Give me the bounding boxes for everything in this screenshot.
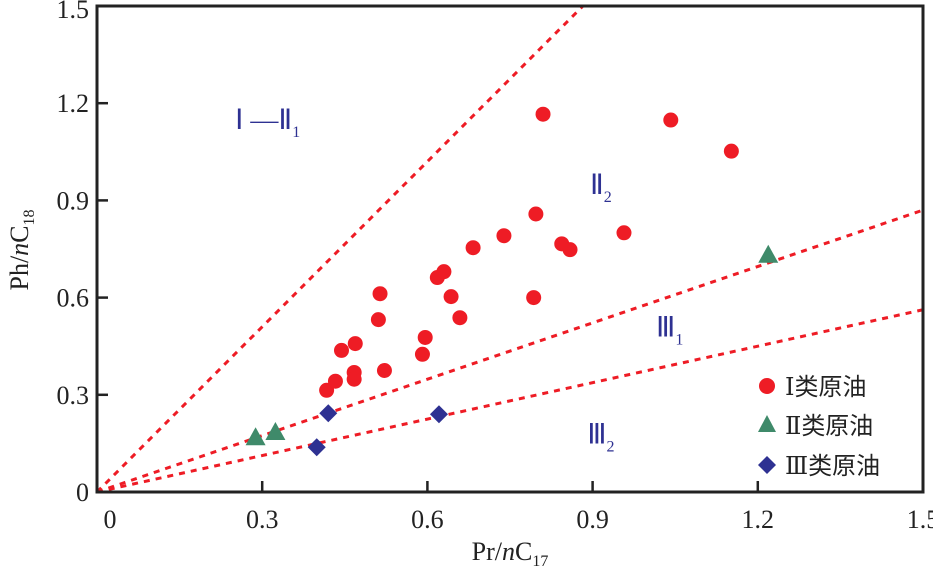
legend-label-class-II: Ⅱ类原油	[785, 412, 873, 440]
region-I-II1-label: Ⅰ —Ⅱ1	[235, 105, 300, 141]
x-tick-label: 0	[104, 505, 117, 534]
data-point-class-I	[535, 106, 551, 122]
data-point-class-I	[436, 264, 452, 280]
region-labels: Ⅰ —Ⅱ1 Ⅱ2 Ⅲ1 Ⅲ2	[235, 105, 683, 455]
data-point-class-I	[663, 112, 679, 128]
y-tick-label: 1.2	[57, 89, 90, 118]
legend-marker-class-I	[759, 378, 775, 394]
x-tick-label: 0.6	[411, 505, 444, 534]
region-II2-label: Ⅱ2	[590, 170, 612, 206]
data-point-class-II	[245, 427, 266, 446]
y-tick-label: 0.6	[57, 284, 90, 313]
data-point-class-I	[465, 240, 481, 256]
x-axis-title: Pr/nC17	[472, 537, 549, 570]
y-tick-label: 0.3	[57, 381, 90, 410]
reference-line-boundary-I-II1	[97, 6, 586, 492]
y-tick-label: 0.9	[57, 186, 90, 215]
x-axis: 0 0.3 0.6 0.9 1.2 1.5	[104, 481, 933, 534]
reference-line-boundary-II2-III1	[97, 208, 923, 492]
data-point-class-I	[347, 336, 363, 352]
data-point-class-I	[417, 329, 433, 345]
x-tick-label: 1.2	[742, 505, 775, 534]
x-tick-label: 1.5	[907, 505, 933, 534]
data-points	[245, 106, 779, 457]
data-point-class-I	[526, 290, 542, 306]
legend: Ⅰ类原油 Ⅱ类原油 Ⅲ类原油	[758, 373, 880, 480]
x-tick-label: 0.9	[576, 505, 609, 534]
legend-label-class-III: Ⅲ类原油	[785, 452, 880, 480]
data-point-class-II	[265, 422, 286, 441]
legend-label-class-I: Ⅰ类原油	[785, 373, 866, 401]
data-point-class-I	[346, 371, 362, 387]
y-axis: 0 0.3 0.6 0.9 1.2 1.5	[57, 0, 108, 507]
data-point-class-I	[496, 228, 512, 244]
data-point-class-I	[616, 225, 632, 241]
region-III2-label: Ⅲ2	[587, 419, 614, 455]
data-point-class-I	[452, 310, 468, 326]
data-point-class-III	[307, 438, 326, 457]
data-point-class-I	[414, 346, 430, 362]
y-tick-label: 1.5	[57, 0, 90, 24]
data-point-class-I	[528, 206, 544, 222]
x-tick-label: 0.3	[246, 505, 279, 534]
plot-frame	[95, 4, 925, 494]
data-point-class-I	[562, 242, 578, 258]
region-III1-label: Ⅲ1	[656, 312, 683, 348]
data-point-class-I	[372, 286, 388, 302]
legend-marker-class-II	[758, 415, 776, 432]
data-point-class-III	[429, 405, 448, 424]
data-point-class-I	[370, 312, 386, 328]
reference-lines	[97, 6, 923, 492]
reference-line-boundary-III1-III2	[97, 308, 923, 492]
legend-marker-class-III	[758, 456, 776, 474]
data-point-class-I	[327, 373, 343, 389]
data-point-class-II	[758, 244, 779, 263]
data-point-class-I	[723, 143, 739, 159]
data-point-class-I	[443, 289, 459, 305]
data-point-class-I	[333, 342, 349, 358]
data-point-class-I	[376, 363, 392, 378]
y-tick-label: 0	[76, 478, 89, 507]
y-axis-title: Ph/nC18	[5, 209, 38, 290]
data-point-class-III	[319, 404, 338, 423]
